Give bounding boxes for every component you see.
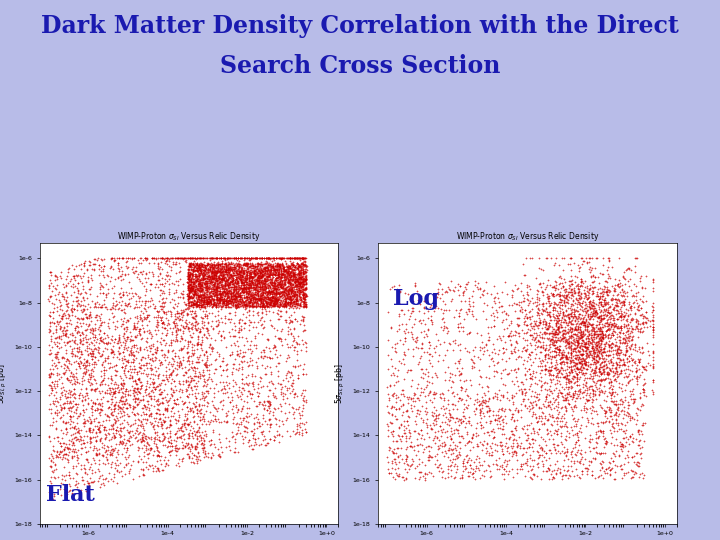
- Title: WIMP-Proton $\sigma_{SI}$ Versus Relic Density: WIMP-Proton $\sigma_{SI}$ Versus Relic D…: [117, 230, 261, 243]
- Text: Search Cross Section: Search Cross Section: [220, 54, 500, 78]
- Y-axis label: $5\sigma_{SI,p}$ [pb]: $5\sigma_{SI,p}$ [pb]: [334, 363, 347, 403]
- Text: Flat: Flat: [45, 484, 94, 507]
- Text: Dark Matter Density Correlation with the Direct: Dark Matter Density Correlation with the…: [41, 14, 679, 37]
- Title: WIMP-Proton $\sigma_{SI}$ Versus Relic Density: WIMP-Proton $\sigma_{SI}$ Versus Relic D…: [456, 230, 599, 243]
- Text: Log: Log: [393, 288, 439, 310]
- Y-axis label: $5\sigma_{SI,p}$ [pb]: $5\sigma_{SI,p}$ [pb]: [0, 363, 9, 403]
